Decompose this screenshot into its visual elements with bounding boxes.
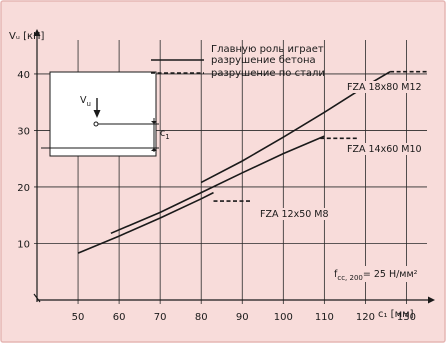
inset-dimension-arrow-bottom-icon [151, 148, 157, 151]
inset-anchor-point-icon [93, 121, 99, 127]
series-concrete-m8 [77, 191, 214, 254]
x-tick-label-90: 90 [236, 312, 249, 323]
inset-load-arrow-icon [93, 110, 101, 118]
inset-dimension-arrow-top-icon [151, 121, 157, 124]
x-tick-label-130: 130 [397, 312, 416, 323]
y-tick-label-10: 10 [17, 239, 30, 250]
x-tick-label-80: 80 [195, 312, 208, 323]
y-tick-label-40: 40 [17, 70, 30, 81]
axes: 50 60 70 80 90 100 110 120 130 10 20 30 40 [17, 29, 435, 323]
strength-annotation-bg [332, 266, 428, 282]
inset-load-label: Vu [80, 95, 91, 108]
y-axis-arrow-icon [33, 29, 41, 36]
x-tick-label-100: 100 [274, 312, 293, 323]
inset-sketch: Vu c1 [41, 71, 170, 157]
series-label-m12: FZA 18x80 M12 [347, 82, 422, 93]
x-tick-label-70: 70 [154, 312, 167, 323]
strength-annotation-text: fcc, 200= 25 Н/мм² [334, 269, 418, 282]
inset-concrete-block [49, 71, 157, 157]
series-labels: FZA 18x80 M12 FZA 14x60 M10 FZA 12x50 M8 [258, 81, 429, 220]
x-tick-label-50: 50 [72, 312, 85, 323]
series-concrete-m10 [110, 135, 325, 235]
legend-label-steel: разрушение по стали [211, 68, 325, 79]
series-label-bg-m12 [345, 81, 429, 93]
x-tick-label-110: 110 [315, 312, 334, 323]
series-label-bg-m8 [258, 208, 340, 220]
inset-edge-label: c1 [160, 128, 170, 141]
x-axis-arrow-icon [428, 296, 435, 304]
y-axis-label: Vᵤ [кН] [9, 31, 45, 42]
legend-label-concrete: разрушение бетона [211, 55, 316, 66]
x-axis-label: c₁ [мм] [378, 309, 414, 320]
y-tick-label-20: 20 [17, 183, 30, 194]
legend-title: Главную роль играет [211, 44, 324, 55]
y-tick-label-30: 30 [17, 126, 30, 137]
series-label-m8: FZA 12x50 M8 [260, 209, 329, 220]
axis-break-icon [33, 293, 41, 303]
legend: Главную роль играет разрушение бетона ра… [151, 44, 325, 79]
strength-annotation: fcc, 200= 25 Н/мм² [332, 266, 428, 282]
series-label-m10: FZA 14x60 M10 [347, 144, 422, 155]
x-tick-label-120: 120 [356, 312, 375, 323]
x-tick-label-60: 60 [113, 312, 126, 323]
series-label-bg-m10 [345, 143, 429, 155]
